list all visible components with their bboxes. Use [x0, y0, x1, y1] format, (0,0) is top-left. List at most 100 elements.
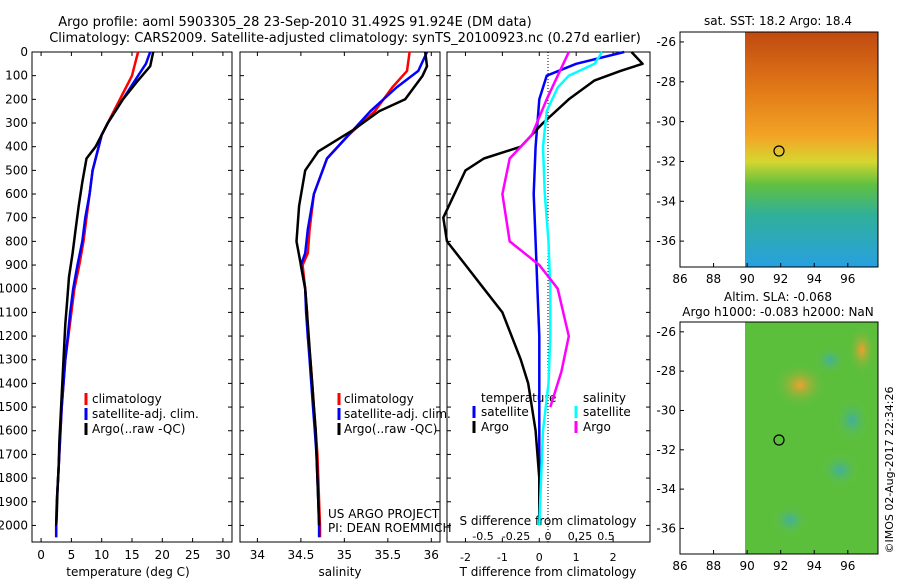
- sdiff-tick: -0.5: [472, 530, 493, 543]
- legend-label: satellite-adj. clim.: [344, 407, 451, 421]
- map-x-tick-label: 86: [672, 559, 687, 573]
- difference-xlabel: T difference from climatology: [459, 565, 637, 579]
- x-tick-label: 0: [536, 551, 543, 564]
- map-y-tick-label: -36: [656, 521, 676, 535]
- x-tick-label: 35: [337, 548, 352, 562]
- map-x-tick-label: 94: [807, 559, 822, 573]
- legend-label: climatology: [92, 392, 162, 406]
- legend-header-salinity: salinity: [583, 391, 626, 405]
- y-tick-label: 900: [5, 258, 28, 272]
- salinity-panel-frame: [239, 51, 441, 543]
- pi-annotation: PI: DEAN ROEMMICH: [328, 521, 451, 535]
- difference-xlabel-top: S difference from climatology: [460, 514, 637, 528]
- map-y-tick-label: -30: [656, 403, 676, 417]
- y-tick-label: 1500: [0, 400, 28, 414]
- y-tick-label: 1600: [0, 424, 28, 438]
- argo-location-marker: [773, 145, 785, 157]
- y-tick-label: 2000: [0, 518, 28, 532]
- legend-label: satellite: [583, 405, 631, 419]
- legend-label: Argo(..raw -QC): [344, 422, 437, 436]
- y-tick-label: 200: [5, 92, 28, 106]
- x-tick-label: 5: [68, 548, 76, 562]
- series-line-sal_sat: [538, 51, 604, 526]
- y-tick-label: 800: [5, 234, 28, 248]
- series-line-sat: [54, 51, 152, 538]
- sla-low-blob: [772, 504, 808, 536]
- legend-label: satellite-adj. clim.: [92, 407, 199, 421]
- x-tick-label: 34: [250, 548, 265, 562]
- map-bottom-title2: Argo h1000: -0.083 h2000: NaN: [682, 305, 874, 319]
- series-line-argo: [295, 51, 429, 526]
- map-x-tick-label: 88: [706, 559, 721, 573]
- map-bottom-title1: Altim. SLA: -0.068: [724, 290, 832, 304]
- y-tick-label: 1000: [0, 282, 28, 296]
- temperature-legend: climatology satellite-adj. clim. Argo(..…: [84, 392, 199, 436]
- y-tick-label: 1700: [0, 447, 28, 461]
- y-tick-label: 1200: [0, 329, 28, 343]
- difference-legend: temperature salinity satellite Argo sate…: [472, 391, 631, 434]
- copyright-stamp: ©IMOS 02-Aug-2017 22:34:26: [883, 387, 896, 554]
- series-line-argo: [442, 51, 644, 526]
- y-tick-label: 100: [5, 69, 28, 83]
- map-y-tick-label: -32: [656, 154, 676, 168]
- sdiff-tick: 0: [545, 530, 552, 543]
- y-tick-label: 1400: [0, 376, 28, 390]
- map-y-tick-label: -32: [656, 443, 676, 457]
- sla-high-blob: [848, 326, 876, 374]
- y-tick-label: 1100: [0, 305, 28, 319]
- x-tick-label: 20: [155, 548, 170, 562]
- map-y-tick-label: -36: [656, 234, 676, 248]
- title-line1: Argo profile: aoml 5903305_28 23-Sep-201…: [58, 15, 531, 30]
- x-tick-label: 1: [573, 551, 580, 564]
- y-tick-label: 600: [5, 187, 28, 201]
- map-x-tick-label: 96: [840, 272, 855, 286]
- map-y-tick-label: -26: [656, 35, 676, 49]
- x-tick-label: 0: [37, 548, 45, 562]
- map-x-tick-label: 86: [672, 272, 687, 286]
- x-tick-label: 30: [215, 548, 230, 562]
- y-tick-label: 700: [5, 211, 28, 225]
- map-y-tick-label: -30: [656, 115, 676, 129]
- sdiff-tick: 0.25: [568, 530, 593, 543]
- sdiff-tick: -0.25: [502, 530, 530, 543]
- map-y-tick-label: -28: [656, 364, 676, 378]
- legend-label: Argo: [583, 420, 611, 434]
- sla-high-blob: [774, 363, 826, 407]
- map-x-tick-label: 90: [739, 559, 754, 573]
- map-x-tick-label: 88: [706, 272, 721, 286]
- map-x-tick-label: 96: [840, 559, 855, 573]
- legend-label: climatology: [344, 392, 414, 406]
- x-tick-label: -1: [497, 551, 508, 564]
- legend-label: satellite: [481, 405, 529, 419]
- y-tick-label: 0: [20, 45, 28, 59]
- sla-low-blob: [820, 452, 860, 488]
- sla-low-blob: [834, 398, 870, 442]
- y-tick-label: 400: [5, 140, 28, 154]
- series-line-sat: [532, 50, 625, 526]
- temperature-xlabel: temperature (deg C): [66, 565, 189, 579]
- project-annotation: US ARGO PROJECT: [328, 507, 440, 521]
- y-tick-label: 500: [5, 163, 28, 177]
- y-tick-label: 1900: [0, 495, 28, 509]
- map-x-tick-label: 94: [807, 272, 822, 286]
- map-top-frame: [679, 31, 879, 268]
- x-tick-label: 34.5: [288, 548, 315, 562]
- chart-marks: 0 5 10 15 20 25 300100200300400500600700800900…: [0, 35, 855, 573]
- legend-label: Argo(..raw -QC): [92, 422, 185, 436]
- x-tick-label: 10: [94, 548, 109, 562]
- map-y-tick-label: -34: [656, 482, 676, 496]
- x-tick-label: 36: [424, 548, 439, 562]
- x-tick-label: 25: [185, 548, 200, 562]
- salinity-xlabel: salinity: [318, 565, 361, 579]
- map-x-tick-label: 90: [739, 272, 754, 286]
- salinity-legend: climatology satellite-adj. clim. Argo(..…: [337, 392, 451, 436]
- legend-label: Argo: [481, 420, 509, 434]
- map-x-tick-label: 92: [773, 272, 788, 286]
- series-line-sal_argo: [501, 51, 571, 408]
- sst-field: [745, 32, 878, 267]
- y-tick-label: 1300: [0, 353, 28, 367]
- legend-header-temperature: temperature: [481, 391, 556, 405]
- y-tick-label: 1800: [0, 471, 28, 485]
- series-line-clim: [301, 51, 411, 538]
